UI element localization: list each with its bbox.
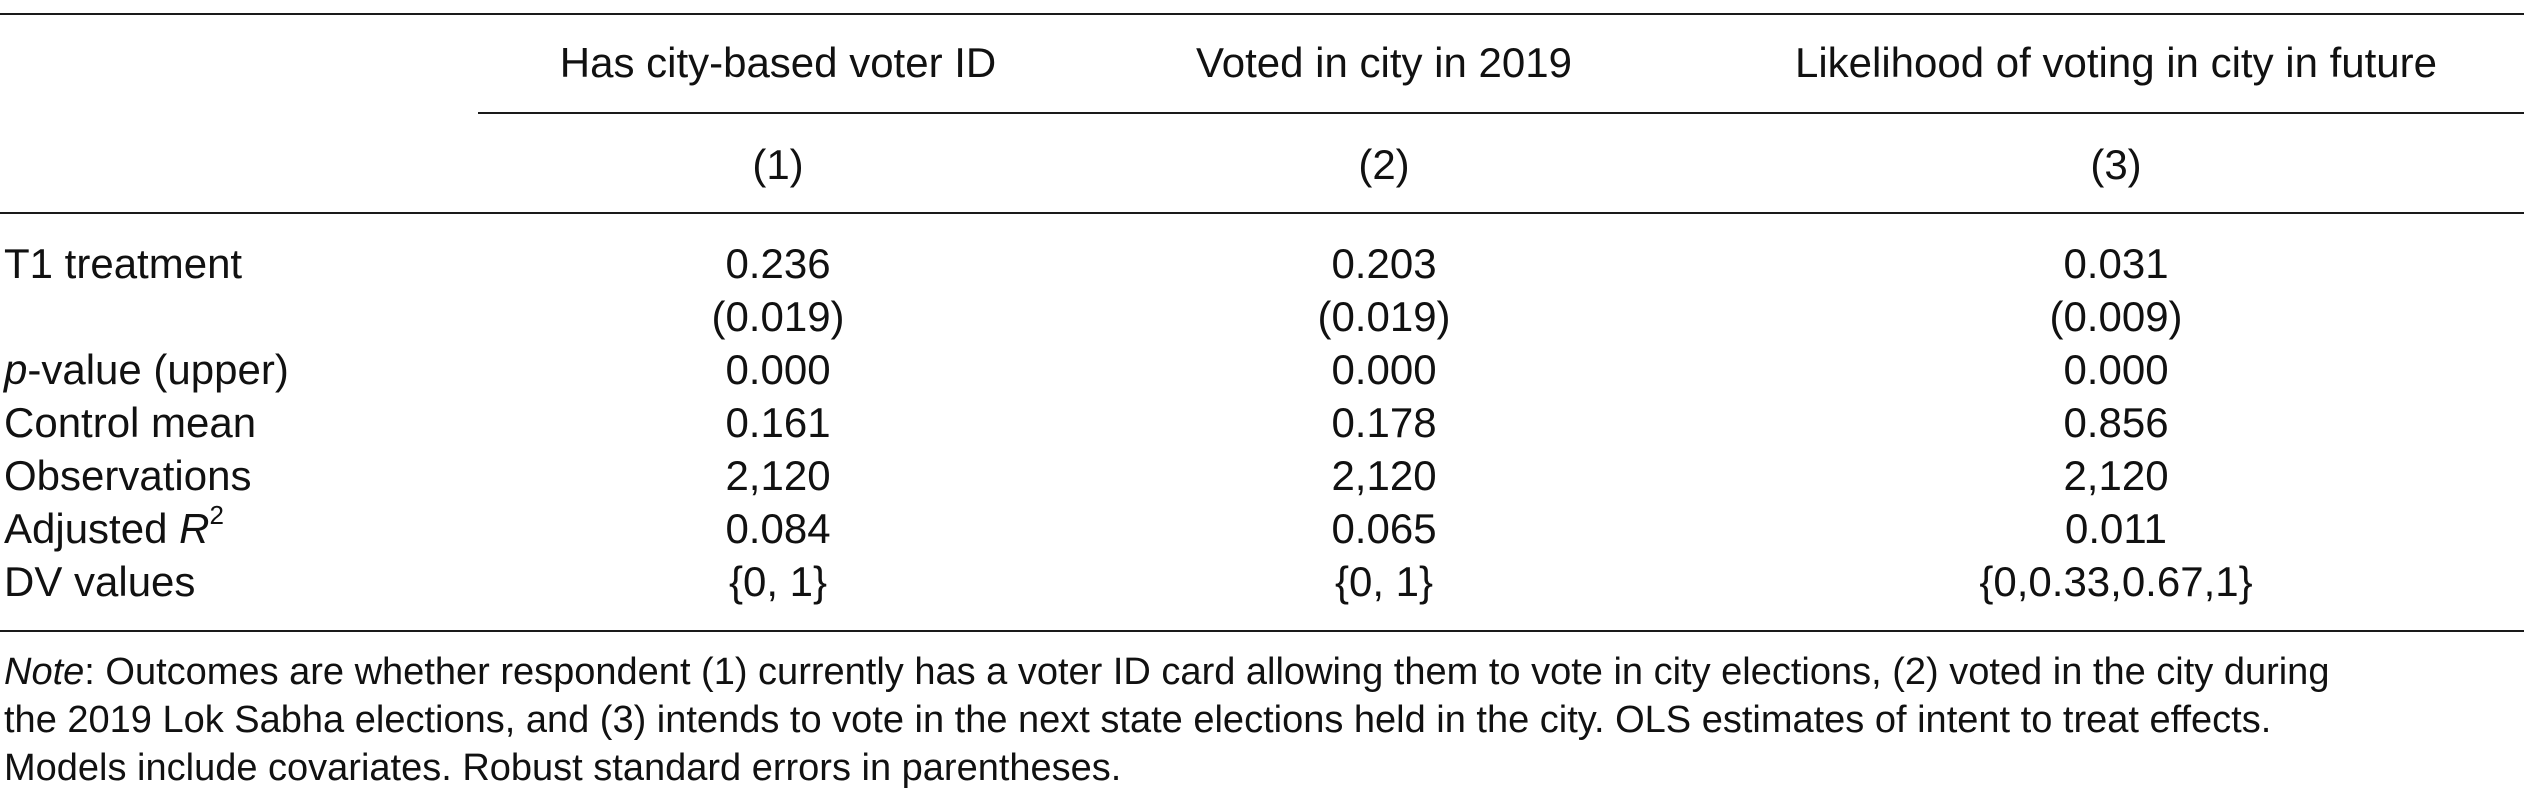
- row-label-adjusted-r2: Adjusted R2: [4, 500, 224, 552]
- column-number-2: (2): [1358, 141, 1410, 188]
- cell-t1-col3: 0.031: [2063, 240, 2169, 287]
- row-label-t1-treatment: T1 treatment: [4, 240, 243, 287]
- header-rule: [478, 112, 2524, 114]
- bottom-rule: [0, 630, 2524, 632]
- column-number-rule: [0, 212, 2524, 214]
- cell-obs-col3: 2,120: [2063, 452, 2169, 499]
- row-label-observations: Observations: [4, 452, 252, 499]
- column-number-3: (3): [2090, 141, 2142, 188]
- cell-control-col3: 0.856: [2063, 399, 2169, 446]
- note-line-1: Note: Outcomes are whether respondent (1…: [4, 651, 2330, 693]
- cell-pvalue-col3: 0.000: [2063, 346, 2169, 393]
- table-note: Note: Outcomes are whether respondent (1…: [4, 648, 2520, 792]
- cell-r2-col2: 0.065: [1331, 505, 1437, 552]
- column-header-1: Has city-based voter ID: [559, 39, 997, 86]
- cell-dv-col3: {0,0.33,0.67,1}: [1979, 558, 2253, 605]
- cell-r2-col3: 0.011: [2065, 505, 2167, 552]
- top-rule: [0, 13, 2524, 15]
- cell-obs-col2: 2,120: [1331, 452, 1437, 499]
- column-number-1: (1): [752, 141, 804, 188]
- cell-se-col2: (0.019): [1317, 293, 1451, 340]
- cell-se-col1: (0.019): [711, 293, 845, 340]
- cell-pvalue-col1: 0.000: [725, 346, 831, 393]
- column-header-2: Voted in city in 2019: [1196, 39, 1572, 86]
- cell-pvalue-col2: 0.000: [1331, 346, 1437, 393]
- note-line-3: Models include covariates. Robust standa…: [4, 747, 1122, 789]
- cell-dv-col1: {0, 1}: [728, 558, 828, 605]
- row-label-p-value: p-value (upper): [4, 346, 289, 393]
- column-header-3: Likelihood of voting in city in future: [1794, 39, 2438, 86]
- cell-r2-col1: 0.084: [725, 505, 831, 552]
- cell-t1-col1: 0.236: [725, 240, 831, 287]
- cell-obs-col1: 2,120: [725, 452, 831, 499]
- cell-control-col2: 0.178: [1331, 399, 1437, 446]
- row-label-control-mean: Control mean: [4, 399, 257, 446]
- cell-control-col1: 0.161: [725, 399, 831, 446]
- row-label-dv-values: DV values: [4, 558, 196, 605]
- note-line-2: the 2019 Lok Sabha elections, and (3) in…: [4, 699, 2272, 741]
- cell-t1-col2: 0.203: [1331, 240, 1437, 287]
- cell-se-col3: (0.009): [2049, 293, 2183, 340]
- note-label: Note: [4, 651, 85, 693]
- cell-dv-col2: {0, 1}: [1334, 558, 1434, 605]
